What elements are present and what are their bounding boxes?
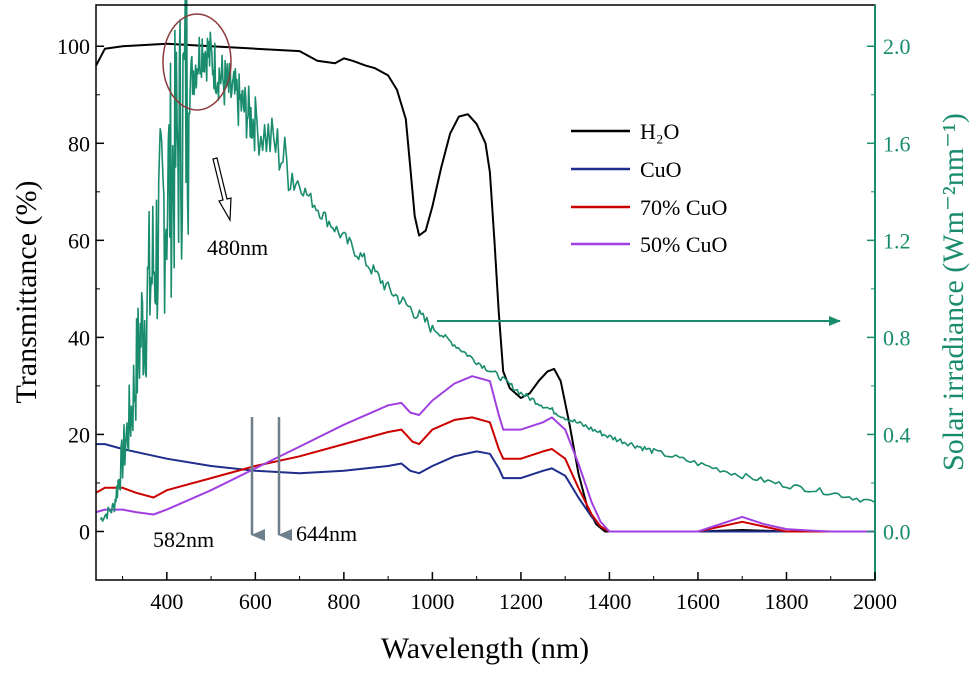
peak-arrow bbox=[212, 157, 232, 223]
y-left-tick-label: 20 bbox=[68, 422, 90, 447]
y-axis-right-title: Solar irradiance (Wm⁻²nm⁻¹) bbox=[937, 113, 970, 471]
annotation-582nm: 582nm bbox=[153, 527, 214, 552]
x-axis-title: Wavelength (nm) bbox=[381, 632, 589, 665]
series-line-1 bbox=[96, 443, 875, 533]
x-tick-label: 400 bbox=[150, 589, 183, 614]
legend-label-70cuo: 70% CuO bbox=[640, 195, 727, 220]
y-left-tick-label: 40 bbox=[68, 325, 90, 350]
y-axis-left-title: Transmittance (%) bbox=[10, 180, 43, 403]
x-tick-label: 800 bbox=[327, 589, 360, 614]
x-tick-label: 1800 bbox=[764, 589, 808, 614]
series-line-4 bbox=[99, 0, 876, 522]
series-line-0 bbox=[95, 42, 875, 533]
legend-label-cuo: CuO bbox=[640, 157, 682, 182]
annotation-644nm: 644nm bbox=[296, 521, 357, 546]
y-right-tick-label: 1.6 bbox=[883, 131, 911, 156]
x-tick-label: 1600 bbox=[676, 589, 720, 614]
legend: H₂O CuO 70% CuO 50% CuO bbox=[571, 119, 727, 257]
y-right-tick-label: 0.0 bbox=[883, 519, 911, 544]
x-tick-label: 1200 bbox=[499, 589, 543, 614]
y-left-tick-label: 80 bbox=[68, 131, 90, 156]
plot-frame bbox=[95, 4, 876, 581]
y-right-tick-label: 0.8 bbox=[883, 325, 911, 350]
x-tick-label: 1000 bbox=[410, 589, 454, 614]
y-left-tick-label: 60 bbox=[68, 228, 90, 253]
y-left-tick-label: 100 bbox=[57, 34, 90, 59]
legend-label-h2o: H₂O bbox=[640, 119, 679, 144]
y-right-tick-label: 1.2 bbox=[883, 228, 911, 253]
x-tick-label: 1400 bbox=[587, 589, 631, 614]
legend-label-50cuo: 50% CuO bbox=[640, 232, 727, 257]
y-right-tick-label: 2.0 bbox=[883, 34, 911, 59]
y-right-tick-label: 0.4 bbox=[883, 422, 911, 447]
series-line-2 bbox=[95, 416, 875, 533]
annotation-480nm: 480nm bbox=[207, 235, 268, 260]
series-line-3 bbox=[95, 375, 875, 533]
x-tick-label: 600 bbox=[239, 589, 272, 614]
x-tick-label: 2000 bbox=[853, 589, 897, 614]
series-layer bbox=[95, 0, 876, 533]
y-left-tick-label: 0 bbox=[79, 519, 90, 544]
peak-highlight-circle bbox=[162, 13, 232, 111]
